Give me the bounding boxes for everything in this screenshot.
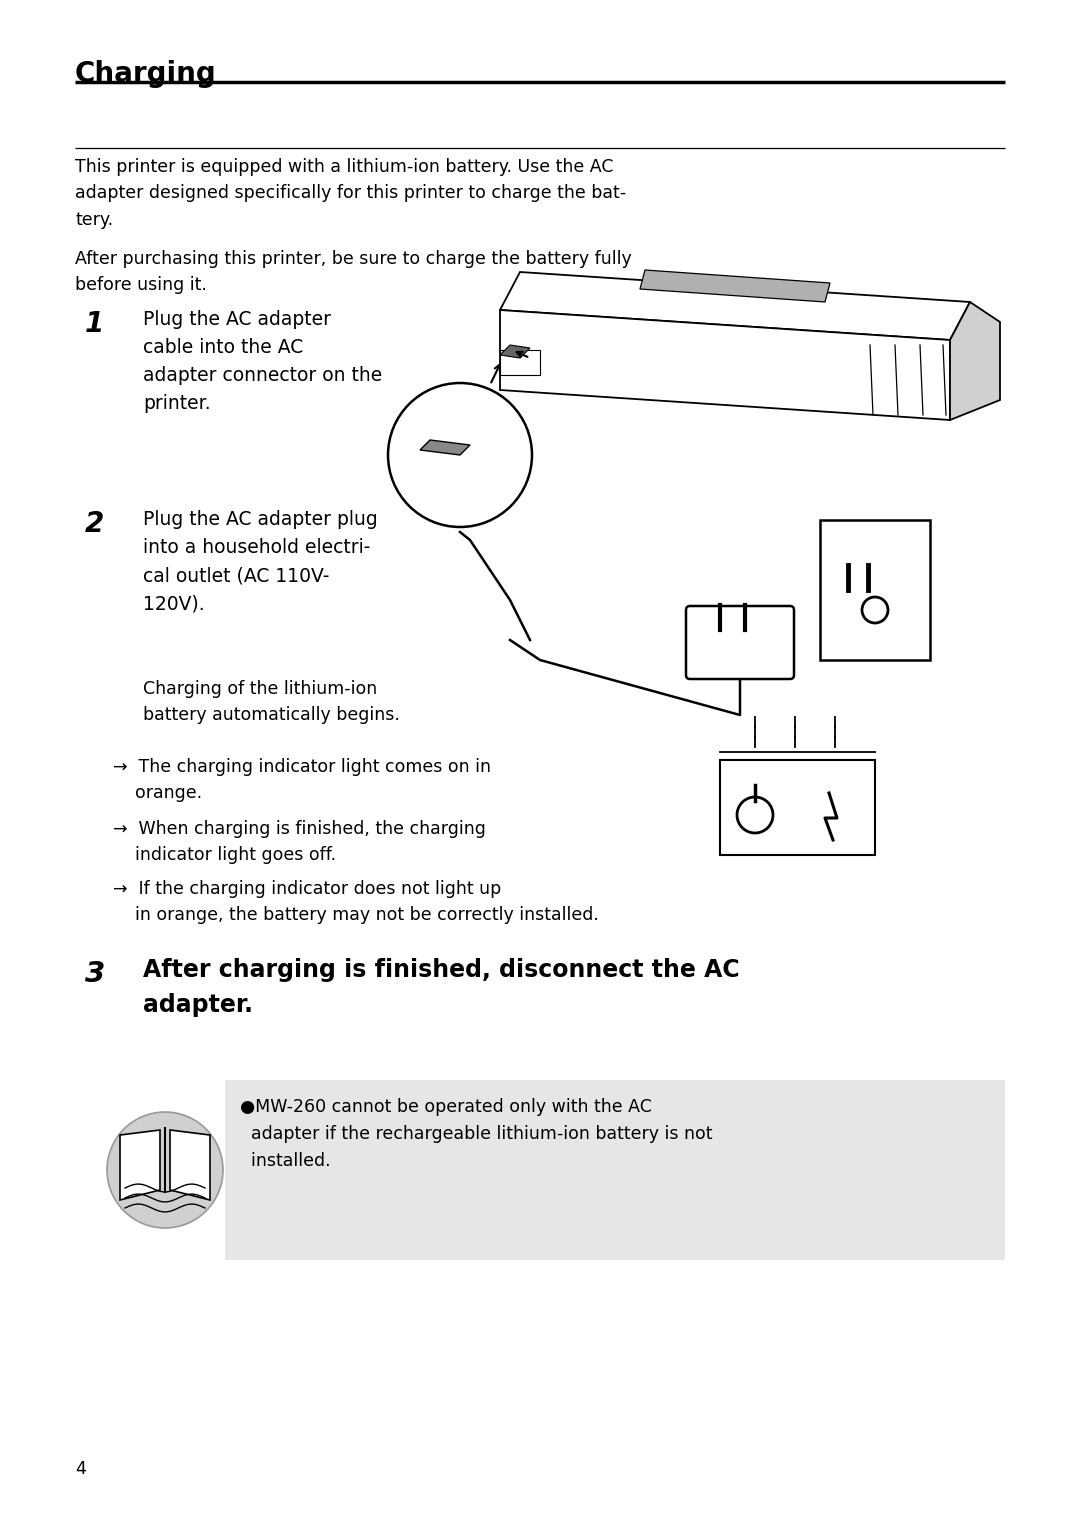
Polygon shape [170,1130,210,1200]
FancyBboxPatch shape [820,520,930,660]
Text: 3: 3 [85,960,105,989]
Polygon shape [500,350,540,376]
FancyBboxPatch shape [225,1080,1005,1259]
Polygon shape [120,1130,160,1200]
Text: Charging of the lithium-ion
battery automatically begins.: Charging of the lithium-ion battery auto… [143,680,400,724]
Text: →  If the charging indicator does not light up
    in orange, the battery may no: → If the charging indicator does not lig… [113,881,599,923]
Text: 2: 2 [85,510,105,538]
Polygon shape [500,345,530,357]
Text: Plug the AC adapter
cable into the AC
adapter connector on the
printer.: Plug the AC adapter cable into the AC ad… [143,310,382,414]
Polygon shape [950,303,1000,420]
Text: →  When charging is finished, the charging
    indicator light goes off.: → When charging is finished, the chargin… [113,820,486,864]
Text: 1: 1 [85,310,105,338]
Circle shape [388,383,532,526]
Polygon shape [420,440,470,455]
Text: After purchasing this printer, be sure to charge the battery fully
before using : After purchasing this printer, be sure t… [75,249,632,295]
FancyBboxPatch shape [686,605,794,678]
Text: ●MW-260 cannot be operated only with the AC
  adapter if the rechargeable lithiu: ●MW-260 cannot be operated only with the… [240,1098,713,1170]
Text: →  The charging indicator light comes on in
    orange.: → The charging indicator light comes on … [113,757,491,802]
Circle shape [737,797,773,834]
Text: Plug the AC adapter plug
into a household electri-
cal outlet (AC 110V-
120V).: Plug the AC adapter plug into a househol… [143,510,378,613]
Text: Charging: Charging [75,59,217,88]
Polygon shape [500,310,950,420]
Polygon shape [640,271,831,303]
Polygon shape [500,272,970,341]
Text: After charging is finished, disconnect the AC
adapter.: After charging is finished, disconnect t… [143,958,740,1018]
Text: 4: 4 [75,1460,86,1478]
Circle shape [107,1112,222,1227]
Circle shape [862,598,888,624]
FancyBboxPatch shape [720,760,875,855]
Text: This printer is equipped with a lithium-ion battery. Use the AC
adapter designed: This printer is equipped with a lithium-… [75,158,626,228]
